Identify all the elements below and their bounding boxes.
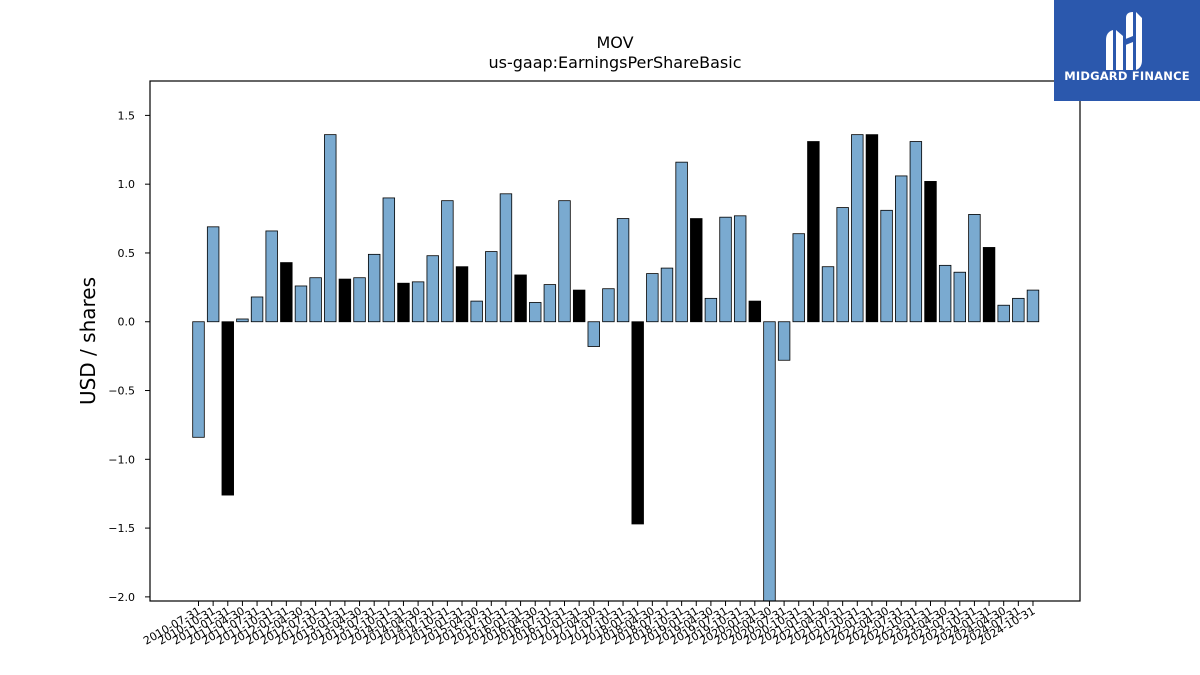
bar-2017-01-31 xyxy=(572,289,586,323)
bar-2021-07-31 xyxy=(836,207,849,323)
bar-2018-01-31 xyxy=(631,321,644,525)
bar-2010-10-31 xyxy=(206,226,220,323)
bar-2010-07-31 xyxy=(192,321,205,438)
bar-2023-07-31 xyxy=(953,271,966,323)
bar-2020-01-31 xyxy=(748,300,762,323)
bar-2021-01-31 xyxy=(807,141,820,323)
bar-2011-10-31 xyxy=(265,230,278,323)
y-tick-label: −1.5 xyxy=(108,522,135,535)
bar-2017-07-31 xyxy=(602,288,615,323)
bar-2017-10-31 xyxy=(616,218,630,323)
bar-2014-07-31 xyxy=(426,255,439,323)
bar-2019-10-31 xyxy=(733,215,747,323)
bar-2012-01-31 xyxy=(280,262,293,323)
bar-2014-04-30 xyxy=(411,281,425,323)
bar-2012-07-31 xyxy=(309,277,322,323)
bar-2022-07-31 xyxy=(895,175,908,323)
bar-2013-10-31 xyxy=(382,197,396,323)
bar-2016-01-31 xyxy=(514,274,527,323)
y-axis-ticks: −2.0 −1.5 −1.0 −0.5 0.0 0.5 1.0 1.5 xyxy=(108,109,150,604)
bar-2022-04-30 xyxy=(880,209,893,323)
bar-2015-04-30 xyxy=(470,300,483,323)
bar-2018-07-31 xyxy=(660,267,674,323)
bar-2020-10-31 xyxy=(792,233,805,323)
bar-2019-04-30 xyxy=(704,297,718,323)
bar-2015-10-31 xyxy=(499,193,513,323)
bar-2012-04-30 xyxy=(294,285,308,323)
bar-2019-01-31 xyxy=(690,218,703,323)
bar-2021-04-30 xyxy=(821,266,835,323)
bar-2023-04-30 xyxy=(938,264,952,323)
bar-2018-04-30 xyxy=(646,273,659,323)
y-tick-label: 0.0 xyxy=(118,316,136,329)
bar-2024-04-30 xyxy=(997,304,1010,323)
bar-2022-10-31 xyxy=(909,141,923,323)
x-axis-ticks: 2010-07-312010-10-312011-01-312011-04-30… xyxy=(141,601,1037,648)
bars-group xyxy=(192,134,1040,602)
plot-frame xyxy=(149,80,1081,602)
bar-2014-01-31 xyxy=(397,282,410,323)
midgard-finance-logo: MIDGARD FINANCE xyxy=(1054,0,1200,101)
y-tick-label: −1.0 xyxy=(108,453,135,466)
y-tick-label: −2.0 xyxy=(108,591,135,604)
bar-2017-04-30 xyxy=(587,321,600,347)
y-tick-label: −0.5 xyxy=(108,385,135,398)
y-tick-label: 1.0 xyxy=(118,178,136,191)
bar-2024-10-31 xyxy=(1026,289,1040,323)
bar-2024-01-31 xyxy=(982,247,996,323)
bar-2021-10-31 xyxy=(851,134,864,323)
bar-2018-10-31 xyxy=(675,161,688,323)
bar-2013-01-31 xyxy=(338,278,352,323)
y-tick-label: 1.5 xyxy=(118,109,136,122)
bar-2022-01-31 xyxy=(865,134,879,323)
bar-2023-10-31 xyxy=(968,214,981,323)
bar-2024-07-31 xyxy=(1012,297,1025,323)
bar-2011-04-30 xyxy=(236,318,249,323)
bar-2019-07-31 xyxy=(719,216,732,323)
bar-2020-07-31 xyxy=(777,321,791,361)
chart-subtitle: us-gaap:EarningsPerShareBasic xyxy=(488,53,741,72)
midgard-logo-icon xyxy=(1106,12,1142,70)
bar-2016-07-31 xyxy=(543,284,557,323)
bar-2011-07-31 xyxy=(250,296,264,323)
bar-2020-04-30 xyxy=(763,321,776,602)
bar-2014-10-31 xyxy=(441,200,454,323)
y-tick-label: 0.5 xyxy=(118,247,136,260)
chart-title: MOV xyxy=(596,33,633,52)
bar-2011-01-31 xyxy=(221,321,234,496)
bar-2016-10-31 xyxy=(558,200,571,323)
bar-2015-01-31 xyxy=(455,266,469,323)
logo-text: MIDGARD FINANCE xyxy=(1064,69,1190,83)
bar-2013-07-31 xyxy=(367,253,381,323)
bar-2012-10-31 xyxy=(324,134,337,323)
bar-2015-07-31 xyxy=(485,251,498,323)
bar-2023-01-31 xyxy=(924,181,937,323)
bar-2013-04-30 xyxy=(353,277,366,323)
y-axis-label: USD / shares xyxy=(76,277,100,405)
bar-2016-04-30 xyxy=(529,302,542,323)
